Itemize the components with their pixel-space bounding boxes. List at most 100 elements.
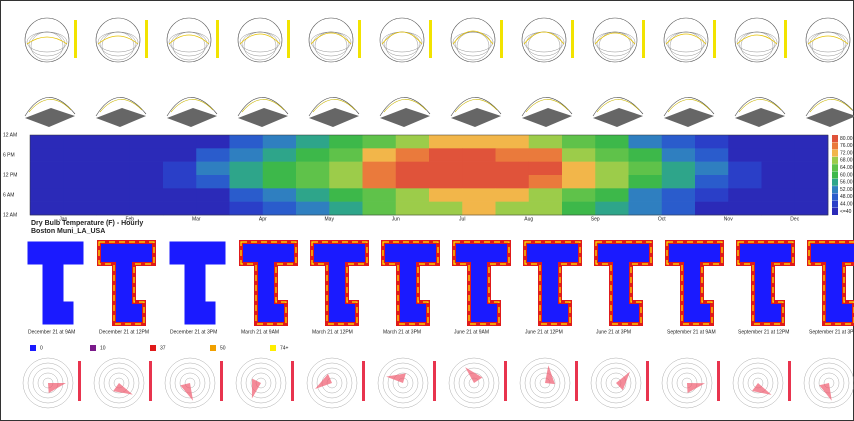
- heatmap-cell: [562, 188, 596, 202]
- radial-scale: [362, 361, 365, 401]
- heatmap-cell: [63, 175, 97, 189]
- heatmap-cell: [562, 135, 596, 149]
- heatmap-cell: [728, 162, 762, 176]
- heatmap-cell: [230, 202, 264, 216]
- x-tick-label: Oct: [658, 216, 666, 222]
- poster: Dry Bulb Temperature (F) - Hourly Boston…: [0, 0, 854, 421]
- plan-caption: March 21 at 3PM: [383, 329, 421, 335]
- legend-swatch: [832, 201, 838, 208]
- legend-swatch: [832, 193, 838, 200]
- heatmap-cell: [629, 162, 663, 176]
- heatmap-cell: [363, 202, 397, 216]
- heatmap-cell: [695, 135, 729, 149]
- heatmap-cell: [230, 162, 264, 176]
- plan-caption: March 21 at 12PM: [312, 329, 353, 335]
- heatmap-cell: [329, 162, 363, 176]
- heatmap-cell: [462, 148, 496, 162]
- heatmap-cell: [595, 202, 629, 216]
- heatmap-cell: [496, 148, 530, 162]
- heatmap-cell: [296, 148, 330, 162]
- heatmap-cell: [296, 135, 330, 149]
- heatmap-cell: [230, 135, 264, 149]
- heatmap-cell: [130, 162, 164, 176]
- heatmap-cell: [795, 202, 829, 216]
- heatmap-cell: [163, 148, 197, 162]
- legend-swatch: [832, 157, 838, 164]
- heatmap-cell: [130, 148, 164, 162]
- y-tick-label: 6 AM: [3, 192, 14, 198]
- plan-legend-label: 50: [220, 345, 226, 351]
- heatmap-cell: [496, 175, 530, 189]
- plan-legend-swatch: [90, 345, 96, 351]
- y-tick-label: 12 AM: [3, 132, 17, 138]
- heatmap-cell: [396, 202, 430, 216]
- heatmap-cell: [196, 175, 230, 189]
- legend-label: 52.00: [840, 187, 853, 193]
- heatmap-cell: [163, 135, 197, 149]
- heatmap-cell: [529, 162, 563, 176]
- heatmap-cell: [396, 175, 430, 189]
- heatmap-cell: [695, 202, 729, 216]
- heatmap-cell: [695, 188, 729, 202]
- radial-scale: [220, 361, 223, 401]
- y-tick-label: 6 PM: [3, 152, 15, 158]
- x-tick-label: Aug: [524, 216, 533, 222]
- radial-scale: [504, 361, 507, 401]
- heatmap-cell: [263, 202, 297, 216]
- heatmap-cell: [30, 135, 64, 149]
- radial-scale: [149, 361, 152, 401]
- legend-label: 72.00: [840, 150, 853, 156]
- heatmap-cell: [429, 162, 463, 176]
- heatmap-cell: [496, 162, 530, 176]
- plan-legend-label: 0: [40, 345, 43, 351]
- legend-label: 60.00: [840, 172, 853, 178]
- legend-swatch: [832, 179, 838, 186]
- heatmap-cell: [496, 135, 530, 149]
- heatmap-cell: [97, 148, 131, 162]
- heatmap-cell: [629, 148, 663, 162]
- heatmap-cell: [30, 188, 64, 202]
- legend-swatch: [832, 186, 838, 193]
- x-tick-label: Jan: [59, 216, 67, 222]
- heatmap-cell: [529, 148, 563, 162]
- heatmap-cell: [795, 162, 829, 176]
- heatmap-cell: [97, 135, 131, 149]
- heatmap-cell: [363, 162, 397, 176]
- x-tick-label: Mar: [192, 216, 201, 222]
- legend-label: 68.00: [840, 158, 853, 164]
- heatmap-cell: [230, 175, 264, 189]
- heatmap-cell: [396, 135, 430, 149]
- plan-legend-swatch: [210, 345, 216, 351]
- radial-scale: [717, 361, 720, 401]
- heatmap-cell: [130, 188, 164, 202]
- heatmap-cell: [496, 188, 530, 202]
- sun-scale: [429, 20, 432, 58]
- heatmap-cell: [97, 202, 131, 216]
- heatmap-cell: [462, 188, 496, 202]
- heatmap-cell: [795, 175, 829, 189]
- plan-caption: June 21 at 9AM: [454, 329, 489, 335]
- heatmap-cell: [63, 188, 97, 202]
- heatmap-cell: [629, 188, 663, 202]
- plan-caption: June 21 at 12PM: [525, 329, 563, 335]
- legend-label: 56.00: [840, 180, 853, 186]
- legend-swatch: [832, 172, 838, 179]
- heatmap-cell: [695, 175, 729, 189]
- sun-scale: [571, 20, 574, 58]
- heatmap-cell: [762, 175, 796, 189]
- heatmap-cell: [762, 135, 796, 149]
- heatmap-cell: [529, 135, 563, 149]
- heatmap-cell: [97, 162, 131, 176]
- heatmap-cell: [595, 175, 629, 189]
- heatmap-cell: [63, 148, 97, 162]
- heatmap-cell: [396, 162, 430, 176]
- heatmap-cell: [63, 202, 97, 216]
- heatmap-cell: [63, 135, 97, 149]
- plan-caption: September 21 at 12PM: [738, 329, 789, 335]
- legend-label: 80.00: [840, 136, 853, 142]
- heatmap-cell: [130, 202, 164, 216]
- x-tick-label: Dec: [790, 216, 799, 222]
- heatmap-cell: [296, 188, 330, 202]
- heatmap-cell: [30, 162, 64, 176]
- plan-legend-label: 10: [100, 345, 106, 351]
